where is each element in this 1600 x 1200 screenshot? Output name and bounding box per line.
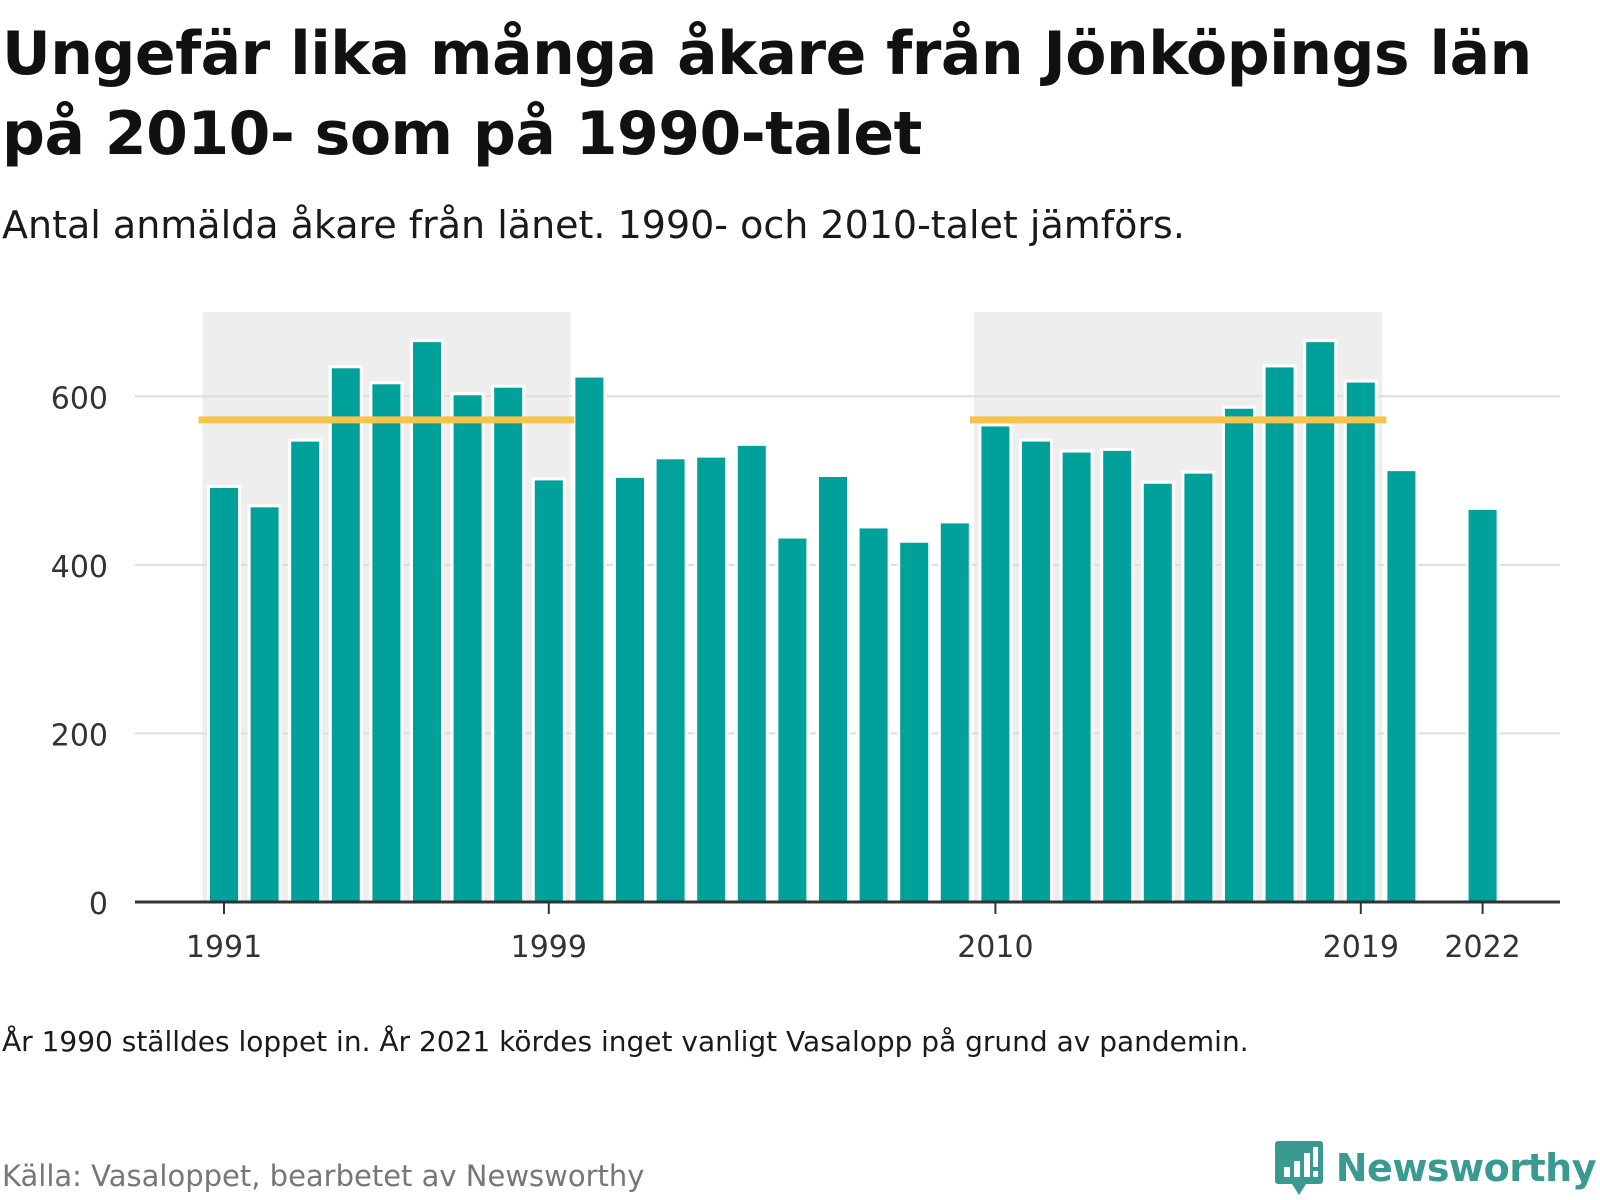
x-tick-label-2010: 2010	[957, 930, 1033, 965]
bar-1994	[328, 365, 363, 904]
x-tick-label-1991: 1991	[186, 930, 262, 965]
y-tick-label-200: 200	[51, 718, 108, 753]
bar-1997	[450, 392, 485, 904]
chart-footnote: År 1990 ställdes loppet in. År 2021 körd…	[2, 1025, 1249, 1058]
y-tick-label-400: 400	[51, 550, 108, 585]
bar-2014	[1140, 480, 1175, 904]
bar-2008	[897, 539, 932, 904]
y-tick-label-0: 0	[89, 887, 108, 922]
bar-1996	[410, 339, 444, 904]
bar-2019	[1343, 379, 1378, 904]
bar-1993	[288, 438, 323, 904]
bar-2010	[978, 423, 1013, 904]
bar-2001	[613, 474, 647, 904]
x-tick-label-2019: 2019	[1323, 930, 1399, 965]
bar-1995	[369, 381, 404, 904]
bar-2004	[734, 442, 769, 904]
bar-1991	[207, 484, 241, 904]
chart-title: Ungefär lika många åkare från Jönköpings…	[2, 19, 1532, 169]
bar-1998	[491, 384, 526, 904]
bar-chart: 0 200 400 600 1991 1999 2010 2019 2022	[51, 312, 1560, 965]
bar-2015	[1181, 470, 1216, 904]
y-tick-label-600: 600	[51, 381, 108, 416]
bar-2009	[937, 520, 972, 904]
bar-2006	[816, 474, 850, 904]
bar-2012	[1059, 449, 1094, 904]
x-tick-label-1999: 1999	[511, 930, 587, 965]
bar-2022	[1465, 506, 1500, 904]
bar-2007	[856, 525, 891, 904]
bar-2016	[1222, 405, 1256, 904]
bar-2011	[1019, 438, 1053, 904]
newsworthy-logo: Newsworthy	[1274, 1140, 1597, 1196]
brand-name: Newsworthy	[1335, 1146, 1597, 1190]
bar-2018	[1303, 339, 1338, 904]
bar-2002	[653, 456, 688, 904]
bar-chart-speech-bubble-icon	[1274, 1141, 1323, 1195]
chart-subtitle: Antal anmälda åkare från länet. 1990- oc…	[2, 203, 1185, 247]
bar-2000	[572, 374, 607, 904]
bar-2003	[694, 454, 729, 904]
bar-2017	[1262, 364, 1297, 904]
bar-2013	[1100, 447, 1135, 904]
source-credit: Källa: Vasaloppet, bearbetet av Newswort…	[2, 1159, 645, 1193]
bar-2020	[1384, 468, 1419, 904]
bar-1992	[247, 504, 282, 904]
bar-2005	[775, 535, 810, 904]
bar-1999	[531, 477, 566, 904]
x-tick-label-2022: 2022	[1444, 930, 1520, 965]
